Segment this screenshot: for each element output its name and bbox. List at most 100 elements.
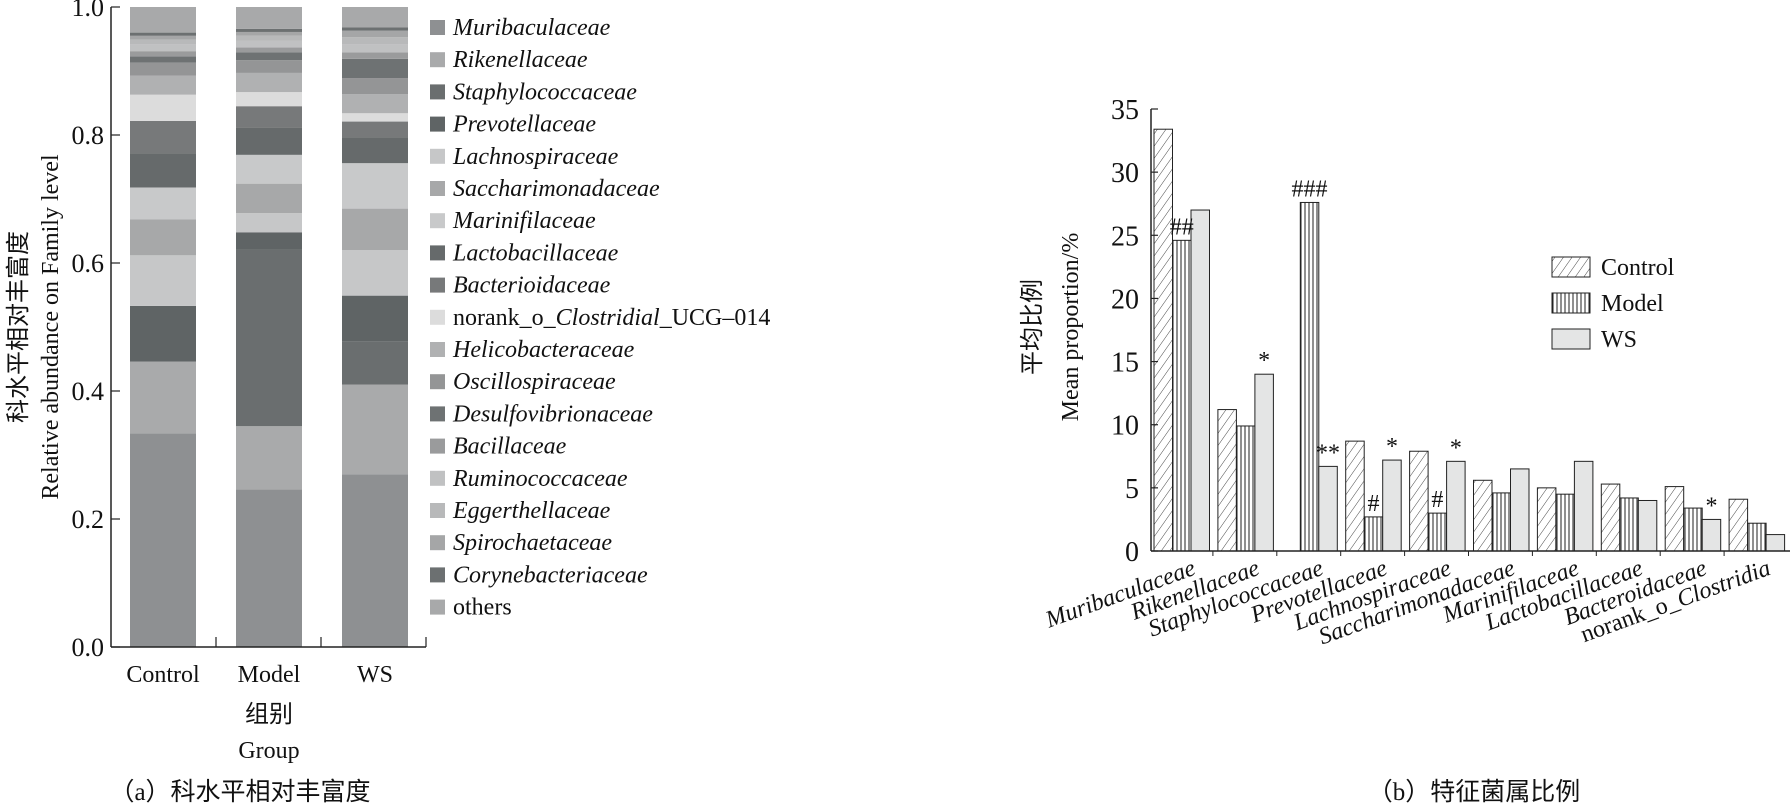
bar-ws [1446, 460, 1466, 552]
bar-segment [130, 255, 196, 306]
bar-segment [236, 52, 302, 61]
legend-label: Control [1601, 255, 1675, 281]
bar-model [1172, 239, 1192, 552]
bar-segment [342, 78, 408, 95]
bar-segment [130, 56, 196, 63]
bar-segment [236, 154, 302, 184]
bar-segment [342, 474, 408, 647]
bar-segment [342, 341, 408, 385]
y-tick-label: 0.0 [72, 633, 105, 662]
bar-ws [1573, 460, 1594, 552]
legend-label: others [453, 595, 512, 621]
bar-segment [236, 92, 302, 107]
y-tick-label: 1.0 [72, 0, 105, 22]
legend-label: Bacillaceae [453, 434, 567, 460]
y-tick-label: 5 [1125, 474, 1139, 505]
bar-control [1536, 487, 1557, 552]
bar-segment [236, 127, 302, 155]
y-tick-label: 0 [1125, 537, 1139, 568]
legend-swatch [430, 599, 445, 615]
bar-control [1345, 440, 1365, 552]
legend-swatch [430, 52, 445, 68]
bar-segment [130, 94, 196, 121]
legend-label: Lactobacillaceae [452, 240, 619, 266]
bar-segment [130, 51, 196, 57]
bar-segment [236, 249, 302, 427]
y-axis-title: Relative abundance on Family level [38, 154, 64, 500]
significance-mark: ** [1316, 440, 1340, 466]
bar-segment [130, 361, 196, 434]
significance-mark: # [1431, 487, 1443, 513]
bar-model [1619, 497, 1639, 552]
y-tick-label: 30 [1111, 158, 1139, 189]
bar-segment [236, 213, 302, 233]
legend-swatch [430, 470, 445, 486]
bar-ws [1701, 518, 1722, 552]
bar-segment [342, 37, 408, 45]
bar-ws [1190, 209, 1210, 552]
bar-control [1409, 450, 1429, 552]
legend-label: Ruminococcaceae [452, 466, 628, 492]
bar-segment [342, 163, 408, 209]
legend-label: Prevotellaceae [452, 112, 596, 138]
legend-swatch [430, 20, 445, 35]
significance-mark: ## [1170, 214, 1194, 240]
bar-segment [130, 35, 196, 40]
bar-segment [236, 489, 302, 647]
bar-segment [130, 44, 196, 52]
legend-swatch [430, 535, 445, 551]
legend-label: Helicobacteraceae [452, 337, 635, 363]
bar-segment [130, 153, 196, 188]
bar-segment [130, 120, 196, 154]
x-axis-title: Group [238, 738, 299, 764]
y-tick-label: 0.6 [72, 249, 105, 278]
bar-segment [342, 384, 408, 475]
caption-a: （a）科水平相对丰富度 [109, 778, 370, 806]
legend-swatch [430, 277, 445, 293]
bar-segment [236, 72, 302, 93]
x-tick-label: WS [357, 662, 393, 688]
bar-model [1555, 493, 1575, 552]
bar-segment [130, 39, 196, 45]
bar-segment [236, 35, 302, 41]
legend-swatch [430, 342, 445, 357]
significance-mark: * [1386, 434, 1398, 460]
x-axis-title-cn: 组别 [245, 701, 293, 728]
y-tick-label: 0.8 [72, 121, 105, 150]
bar-segment [130, 219, 196, 256]
legend-swatch [430, 181, 445, 196]
bar-model [1491, 492, 1511, 552]
significance-mark: * [1450, 435, 1462, 461]
legend-label: Corynebacteriaceae [453, 562, 648, 588]
bar-control [1728, 498, 1749, 552]
bar-model [1747, 522, 1767, 552]
legend-label: Bacterioidaceae [453, 273, 611, 299]
bar-segment [236, 7, 302, 29]
bar-segment [236, 28, 302, 32]
bar-segment [342, 94, 408, 114]
y-tick-label: 0.4 [72, 377, 105, 406]
legend-swatch [430, 374, 445, 390]
legend-label: Muribaculaceae [452, 15, 611, 41]
bar-control [1664, 486, 1685, 552]
legend-label: Desulfovibrionaceae [452, 401, 653, 427]
caption-b: （b）特征菌属比例 [1368, 778, 1581, 806]
bar-segment [236, 31, 302, 36]
legend-label: WS [1601, 327, 1637, 353]
legend-swatch [1551, 256, 1591, 278]
legend-label: Oscillospiraceae [453, 369, 616, 395]
bar-segment [130, 187, 196, 220]
bar-segment [236, 183, 302, 214]
bar-segment [130, 75, 196, 95]
legend-label: norank_o_Clostridial_UCG–014 [453, 305, 770, 331]
legend-swatch [430, 148, 445, 164]
legend-swatch [430, 567, 445, 583]
significance-mark: ### [1292, 176, 1328, 202]
bar-control [1473, 479, 1493, 552]
bar-segment [130, 32, 196, 36]
bar-segment [236, 47, 302, 53]
legend-label: Marinifilaceae [452, 208, 596, 234]
bar-model [1427, 512, 1448, 552]
bar-ws [1382, 459, 1402, 552]
bar-segment [342, 27, 408, 31]
